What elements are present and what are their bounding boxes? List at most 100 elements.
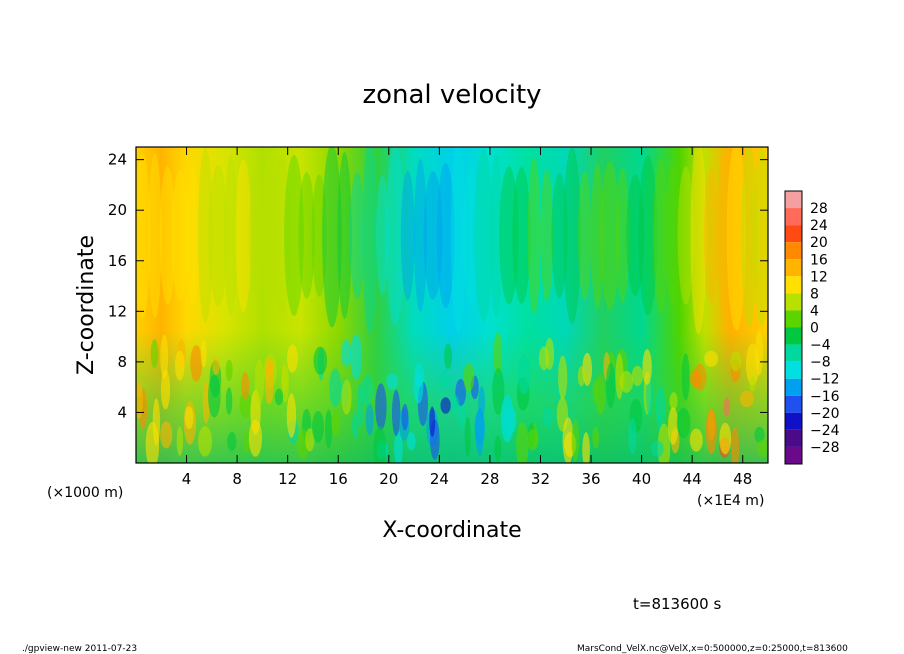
field-blob	[619, 370, 634, 393]
field-blob	[198, 426, 213, 457]
field-blob	[264, 364, 274, 405]
x-tick-label: 48	[733, 470, 752, 488]
field-streak	[462, 165, 480, 306]
field-streak	[362, 147, 378, 335]
field-blob	[350, 334, 363, 380]
field-blob	[248, 419, 263, 457]
colorbar-swatch	[785, 378, 802, 396]
field-blob	[329, 368, 342, 408]
colorbar-label: −12	[810, 372, 840, 388]
y-tick-label: 4	[117, 403, 127, 421]
colorbar-swatch	[785, 208, 802, 226]
field-blob	[669, 392, 678, 410]
colorbar-label: −24	[810, 423, 840, 439]
field-blob	[464, 416, 471, 457]
field-streak	[272, 155, 291, 316]
field-blob	[676, 407, 691, 438]
y-axis: 4 8 12 16 20 24	[108, 151, 768, 421]
field-blob	[749, 375, 756, 392]
colorbar-swatch	[785, 293, 802, 311]
field-blob	[373, 426, 387, 463]
y-tick-label: 16	[108, 252, 127, 270]
colorbar-swatch	[785, 361, 802, 379]
field-blob	[212, 357, 220, 375]
colorbar-swatch	[785, 310, 802, 328]
field-blob	[605, 362, 616, 409]
field-streak	[284, 154, 304, 317]
field-blob	[394, 430, 403, 463]
field-blob	[281, 364, 289, 403]
field-blob	[756, 439, 768, 457]
field-blob	[439, 370, 452, 389]
plot-frame	[135, 146, 769, 464]
field-blob	[225, 359, 233, 382]
field-blob	[356, 383, 364, 428]
field-blob	[642, 349, 652, 386]
field-blob	[243, 430, 250, 453]
heatmap-field	[136, 147, 768, 463]
field-blob	[516, 422, 529, 463]
field-streak	[400, 170, 415, 301]
y-tick-label: 8	[117, 353, 127, 371]
field-streak	[474, 149, 494, 322]
field-blob	[693, 363, 707, 391]
field-blob	[689, 428, 703, 452]
field-blob	[739, 390, 754, 408]
field-blob	[202, 382, 210, 424]
field-blob	[176, 426, 184, 456]
field-blob	[582, 432, 590, 463]
x-axis-label: X-coordinate	[382, 518, 521, 543]
field-blob	[152, 398, 161, 446]
field-blob	[731, 426, 740, 463]
field-blob	[406, 432, 416, 451]
colorbar-swatch	[785, 327, 802, 345]
colorbar-label: −8	[810, 355, 831, 371]
field-blob	[755, 330, 764, 376]
field-blob	[184, 406, 194, 430]
x-tick-label: 4	[182, 470, 192, 488]
field-streak	[413, 158, 427, 312]
colorbar-label: 16	[810, 252, 828, 268]
field-blob	[190, 345, 203, 382]
field-blob	[440, 397, 451, 414]
field-streak	[385, 147, 405, 326]
x-tick-label: 20	[379, 470, 398, 488]
x-tick-label: 28	[480, 470, 499, 488]
x-tick-label: 40	[632, 470, 651, 488]
field-blob	[592, 426, 600, 449]
colorbar-frame	[784, 190, 803, 465]
field-blob	[200, 339, 207, 368]
colorbar-label: 12	[810, 269, 828, 285]
field-streak	[185, 166, 200, 305]
field-streak	[298, 172, 315, 299]
field-streak	[638, 155, 658, 316]
field-blob	[493, 332, 503, 377]
colorbar-swatch	[785, 225, 802, 243]
field-blob	[225, 387, 233, 415]
field-streak	[653, 157, 668, 314]
field-blob	[150, 339, 159, 369]
y-tick-label: 12	[108, 302, 127, 320]
field-blob	[705, 408, 717, 455]
field-blob	[313, 346, 328, 375]
colorbar-label: −20	[810, 406, 840, 422]
field-blob	[331, 409, 341, 436]
field-streak	[248, 174, 264, 297]
field-blob	[501, 394, 514, 443]
field-blob	[723, 397, 731, 417]
colorbar-swatch	[785, 344, 802, 362]
colorbar-label: 20	[810, 235, 828, 251]
y-axis-label: Z-coordinate	[74, 235, 99, 375]
colorbar-label: −16	[810, 389, 840, 405]
field-blob	[254, 358, 265, 406]
field-streak	[703, 167, 719, 304]
colorbar-label: 28	[810, 201, 828, 217]
field-streak	[197, 148, 214, 323]
colorbar-swatch	[785, 429, 802, 447]
colorbar-label: 0	[810, 321, 819, 337]
x-tick-label: 16	[329, 470, 348, 488]
field-streak	[527, 156, 541, 315]
field-blob	[160, 334, 169, 379]
